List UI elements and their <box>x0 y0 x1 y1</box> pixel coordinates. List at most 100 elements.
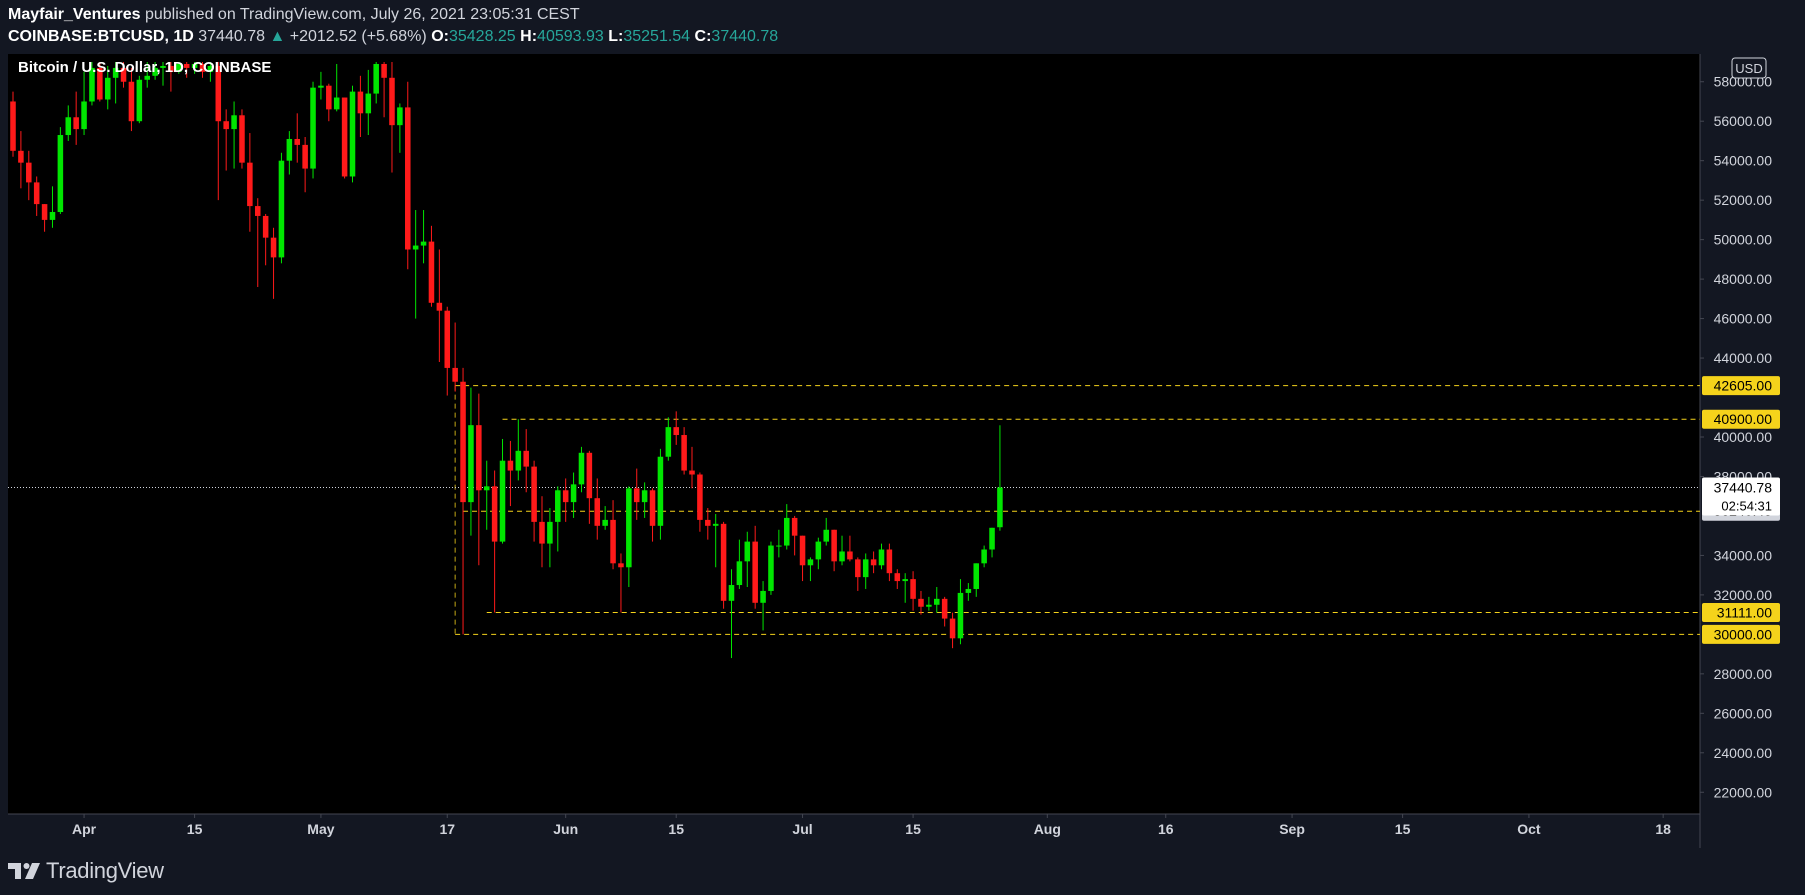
level-price-label: 30000.00 <box>1702 624 1780 644</box>
candle-body <box>452 367 458 382</box>
candle <box>594 478 601 540</box>
candle-body <box>720 523 727 601</box>
candle-body <box>128 81 135 122</box>
candle-body <box>81 101 87 130</box>
candle-body <box>570 484 577 503</box>
candle-body <box>697 474 703 520</box>
tradingview-brand: TradingView <box>46 858 164 883</box>
candle <box>989 527 995 558</box>
candle <box>405 81 411 270</box>
candle <box>562 478 569 522</box>
candle <box>247 133 253 232</box>
candle <box>997 425 1003 531</box>
candle <box>586 450 593 524</box>
candle <box>712 513 719 568</box>
candlestick-chart[interactable]: 58000.0056000.0054000.0052000.0050000.00… <box>0 52 1805 848</box>
low-label: L: <box>608 28 624 45</box>
candle-body <box>799 535 806 566</box>
price-tick-label: 44000.00 <box>1714 350 1773 366</box>
candle-body <box>215 65 222 122</box>
candle <box>460 367 466 635</box>
candle <box>973 563 980 597</box>
candle <box>783 504 790 550</box>
candle-body <box>18 150 24 163</box>
last-price-label-bg <box>1702 477 1780 516</box>
candle-body <box>965 588 972 593</box>
candle <box>981 545 987 568</box>
candle-body <box>262 215 269 238</box>
candle-body <box>57 135 64 212</box>
candle <box>673 411 679 445</box>
candle <box>341 97 348 179</box>
tradingview-logo[interactable]: TradingView <box>8 858 164 884</box>
candle <box>776 529 782 558</box>
level-price-label-text: 31111.00 <box>1717 604 1772 620</box>
candle-body <box>689 470 695 475</box>
time-tick-label: Jun <box>553 821 578 837</box>
candle-body <box>207 65 214 72</box>
plot-area[interactable] <box>8 54 1700 814</box>
chart-title: Bitcoin / U.S. Dollar, 1D, COINBASE <box>18 59 271 76</box>
candle <box>318 71 324 100</box>
candle-body <box>649 490 656 526</box>
candle-body <box>65 117 72 136</box>
candle-body <box>499 460 506 542</box>
candle <box>878 543 885 570</box>
candle <box>926 596 932 611</box>
candle <box>231 101 237 169</box>
candle <box>602 506 608 530</box>
candle <box>33 176 40 216</box>
candle-body <box>168 65 174 72</box>
candle-body <box>191 63 198 68</box>
candle <box>744 531 751 587</box>
candle-body <box>681 435 687 471</box>
currency-badge[interactable]: USD <box>1731 57 1767 79</box>
up-arrow-icon: ▲ <box>269 28 286 45</box>
symbol-label[interactable]: COINBASE:BTCUSD, 1D <box>8 28 194 45</box>
price-tick-label: 46000.00 <box>1714 311 1773 327</box>
candle-body <box>728 585 735 601</box>
candle-body <box>247 162 253 207</box>
candle <box>641 482 648 518</box>
candle-body <box>981 549 987 564</box>
candle <box>10 91 16 157</box>
candle-body <box>626 488 632 568</box>
candle-body <box>373 63 379 94</box>
candle <box>768 541 774 595</box>
candle <box>120 62 127 88</box>
candle-body <box>705 519 711 526</box>
candle <box>223 109 229 171</box>
candle <box>941 596 948 627</box>
candle-body <box>97 67 103 100</box>
candle-body <box>428 241 435 303</box>
publisher-name[interactable]: Mayfair_Ventures <box>8 6 141 23</box>
candle-body <box>831 529 837 562</box>
time-tick-label: 15 <box>187 821 203 837</box>
candle <box>902 573 908 603</box>
candle-body <box>41 204 48 220</box>
candle-body <box>862 559 869 578</box>
candle <box>831 529 837 572</box>
candle <box>104 65 111 110</box>
levels-layer <box>8 385 1700 635</box>
price-tick-label: 40000.00 <box>1714 429 1773 445</box>
candle-body <box>436 302 443 311</box>
candle <box>357 75 364 137</box>
candle <box>254 198 261 287</box>
candle-body <box>926 604 932 607</box>
candle <box>373 62 379 104</box>
price-tick-label: 50000.00 <box>1714 232 1773 248</box>
candle-body <box>815 541 822 560</box>
level-price-label-bg <box>1702 624 1780 644</box>
candle <box>539 496 545 568</box>
candle-body <box>507 460 514 471</box>
candle-body <box>562 490 569 503</box>
time-axis[interactable]: Apr 15 May 17 Jun 15 Jul 15 Aug 16 Sep 15 Oct 18 <box>72 814 1671 837</box>
candle-body <box>73 117 79 130</box>
candle-body <box>547 521 553 544</box>
candle <box>855 557 861 591</box>
candle <box>697 472 703 532</box>
candle-body <box>594 498 601 526</box>
candle-body <box>807 559 814 566</box>
candle <box>689 446 695 489</box>
